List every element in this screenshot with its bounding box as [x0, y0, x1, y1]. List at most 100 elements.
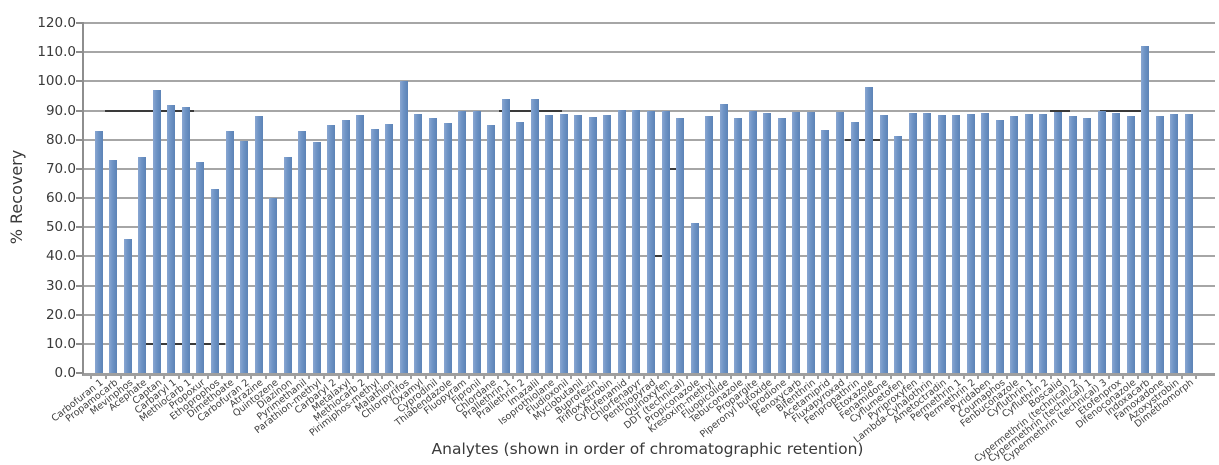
plot-area	[76, 22, 1215, 379]
gridline-dark-segment	[845, 138, 882, 141]
bar	[1141, 46, 1150, 373]
bar	[283, 156, 292, 373]
x-axis-title: Analytes (shown in order of chromatograp…	[431, 440, 864, 458]
x-axis-tick	[744, 375, 747, 379]
gridline-dark-segment	[665, 167, 678, 170]
x-axis-tick	[235, 375, 238, 379]
bar	[850, 122, 859, 373]
bar	[399, 81, 408, 373]
x-axis-tick	[322, 375, 325, 379]
bar	[312, 142, 321, 373]
x-axis-tick	[628, 375, 631, 379]
bar	[908, 113, 917, 373]
gridline	[84, 51, 1215, 54]
y-axis-tick	[76, 167, 84, 170]
x-axis-tick	[802, 375, 805, 379]
y-axis-tick	[76, 197, 84, 199]
x-axis-tick	[1035, 375, 1038, 379]
bar	[748, 110, 757, 373]
bar	[952, 115, 961, 373]
x-axis-tick	[439, 375, 442, 379]
bar	[734, 118, 743, 373]
x-axis-tick	[788, 375, 791, 379]
gridline-dark-segment	[1050, 109, 1070, 112]
y-tick-label: 30.0	[45, 277, 76, 294]
y-axis-tick	[76, 226, 84, 229]
bar	[995, 119, 1004, 373]
x-axis-tick	[642, 375, 645, 379]
bar	[123, 238, 132, 373]
x-axis-tick	[875, 375, 878, 379]
gridline-dark-segment	[499, 109, 562, 112]
x-axis-tick	[889, 375, 892, 379]
x-axis-tick	[366, 375, 369, 379]
bar	[240, 140, 249, 373]
x-axis-tick	[947, 375, 950, 379]
x-axis-tick	[1136, 375, 1139, 379]
bar	[443, 123, 452, 373]
x-axis-tick	[1195, 375, 1198, 379]
x-axis-tick	[1122, 375, 1125, 379]
x-axis-tick	[163, 375, 166, 379]
bar	[879, 114, 888, 373]
x-axis-tick	[977, 375, 980, 379]
x-axis-tick	[134, 375, 137, 379]
bar	[966, 114, 975, 373]
bar	[429, 117, 437, 373]
y-tick-label: 10.0	[45, 335, 76, 352]
y-axis-tick	[76, 51, 84, 54]
x-axis-tick	[613, 375, 616, 379]
bar	[1083, 118, 1092, 373]
x-axis-tick	[831, 375, 834, 379]
x-axis-tick	[1006, 375, 1009, 379]
bar	[588, 117, 597, 373]
bar	[574, 114, 583, 373]
bar	[516, 121, 525, 373]
y-axis-tick	[76, 22, 84, 24]
x-axis-tick	[918, 375, 921, 379]
y-tick-label: 60.0	[45, 190, 76, 206]
bar	[138, 157, 147, 373]
x-axis-tick	[686, 375, 689, 379]
y-tick-label: 50.0	[45, 219, 76, 236]
x-axis-tick	[700, 375, 703, 379]
x-axis-tick	[104, 375, 107, 379]
x-axis-tick	[1064, 375, 1067, 379]
x-axis-tick	[352, 375, 355, 379]
bar	[1155, 115, 1164, 373]
bar	[472, 110, 481, 373]
x-axis-tick	[773, 375, 776, 379]
x-axis-tick	[817, 375, 820, 379]
bar	[923, 113, 932, 373]
bar	[501, 98, 510, 373]
y-axis-tick	[76, 109, 84, 112]
x-axis-tick	[1151, 375, 1154, 379]
x-axis-tick	[177, 375, 180, 379]
x-axis-tick	[264, 375, 267, 379]
x-axis-tick	[526, 375, 529, 379]
bar	[661, 110, 670, 373]
bar	[487, 124, 496, 373]
x-axis-tick	[1166, 375, 1169, 379]
bar	[981, 113, 990, 373]
bar	[94, 130, 103, 373]
y-tick-label: 110.0	[37, 44, 76, 61]
x-axis-tick	[395, 375, 398, 379]
bar	[327, 124, 336, 373]
y-axis-tick	[76, 255, 84, 258]
y-axis-tick	[76, 372, 84, 374]
bar	[1097, 111, 1106, 373]
bar	[705, 115, 714, 373]
bar	[1068, 115, 1077, 373]
x-axis-tick	[206, 375, 209, 379]
y-axis-tick	[76, 342, 84, 345]
y-tick-label: 90.0	[45, 102, 76, 119]
x-axis-tick	[555, 375, 558, 379]
x-axis-tick	[860, 375, 863, 379]
bar	[196, 162, 205, 373]
x-axis-tick	[570, 375, 573, 379]
x-axis-tick	[410, 375, 413, 379]
bar	[835, 112, 844, 373]
y-tick-label: 80.0	[45, 131, 76, 148]
x-axis-tick	[90, 375, 93, 379]
